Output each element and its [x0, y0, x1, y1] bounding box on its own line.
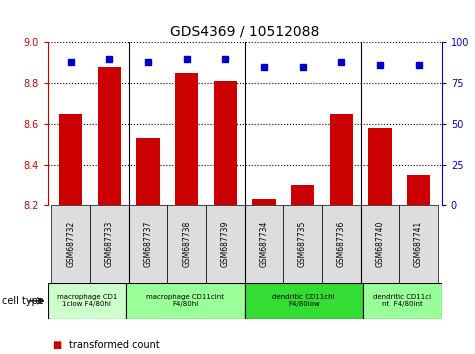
Bar: [245, 205, 283, 283]
Bar: [136, 138, 160, 205]
Bar: [48, 283, 126, 319]
Bar: [214, 81, 237, 205]
Bar: [399, 205, 438, 283]
Text: GSM687741: GSM687741: [414, 221, 423, 267]
Bar: [283, 205, 322, 283]
Bar: [126, 283, 245, 319]
Bar: [363, 283, 442, 319]
Bar: [368, 128, 391, 205]
Bar: [98, 67, 121, 205]
Bar: [291, 185, 314, 205]
Text: GSM687734: GSM687734: [259, 221, 268, 268]
Bar: [59, 114, 82, 205]
Text: GSM687735: GSM687735: [298, 221, 307, 268]
Bar: [206, 205, 245, 283]
Bar: [129, 205, 167, 283]
Text: ■: ■: [52, 340, 61, 350]
Bar: [330, 114, 353, 205]
Bar: [167, 205, 206, 283]
Text: GSM687732: GSM687732: [66, 221, 75, 267]
Bar: [90, 205, 129, 283]
Bar: [51, 205, 90, 283]
Text: GSM687733: GSM687733: [105, 221, 114, 268]
Text: GSM687738: GSM687738: [182, 221, 191, 267]
Text: macrophage CD11cint
F4/80hi: macrophage CD11cint F4/80hi: [146, 295, 225, 307]
Bar: [245, 283, 363, 319]
Title: GDS4369 / 10512088: GDS4369 / 10512088: [170, 24, 319, 39]
Text: GSM687740: GSM687740: [375, 221, 384, 268]
Bar: [175, 73, 198, 205]
Bar: [407, 175, 430, 205]
Text: GSM687737: GSM687737: [143, 221, 152, 268]
Bar: [252, 199, 276, 205]
Bar: [322, 205, 361, 283]
Text: macrophage CD1
1clow F4/80hi: macrophage CD1 1clow F4/80hi: [57, 295, 117, 307]
Text: cell type: cell type: [2, 296, 44, 306]
Text: dendritic CD11ci
nt  F4/80int: dendritic CD11ci nt F4/80int: [373, 295, 431, 307]
Text: dendritic CD11chi
F4/80low: dendritic CD11chi F4/80low: [273, 295, 335, 307]
Text: GSM687739: GSM687739: [221, 221, 230, 268]
Text: transformed count: transformed count: [69, 340, 160, 350]
Text: GSM687736: GSM687736: [337, 221, 346, 268]
Bar: [361, 205, 399, 283]
